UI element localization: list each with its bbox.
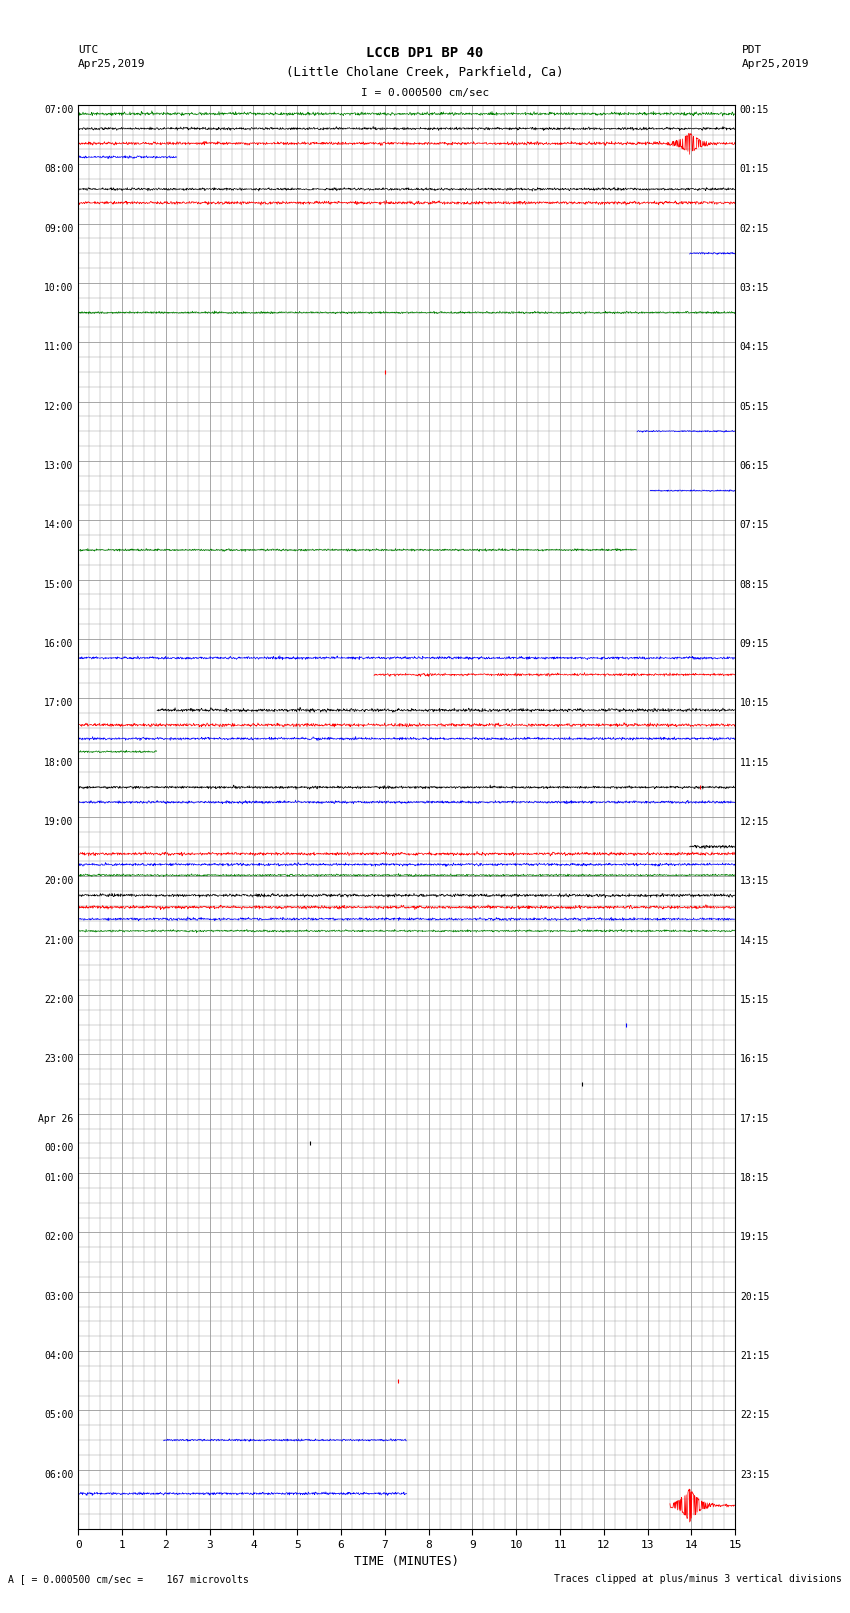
Text: 14:00: 14:00 <box>44 521 74 531</box>
Text: I = 0.000500 cm/sec: I = 0.000500 cm/sec <box>361 89 489 98</box>
Text: UTC: UTC <box>78 45 99 55</box>
Text: 00:00: 00:00 <box>44 1144 74 1153</box>
Text: 03:00: 03:00 <box>44 1292 74 1302</box>
Text: 13:15: 13:15 <box>740 876 769 886</box>
Text: 19:00: 19:00 <box>44 818 74 827</box>
Text: 23:00: 23:00 <box>44 1055 74 1065</box>
Text: 07:00: 07:00 <box>44 105 74 115</box>
Text: 17:00: 17:00 <box>44 698 74 708</box>
X-axis label: TIME (MINUTES): TIME (MINUTES) <box>354 1555 459 1568</box>
Text: 08:15: 08:15 <box>740 579 769 590</box>
Text: 17:15: 17:15 <box>740 1113 769 1124</box>
Text: 06:00: 06:00 <box>44 1469 74 1479</box>
Text: 01:15: 01:15 <box>740 165 769 174</box>
Text: 02:15: 02:15 <box>740 224 769 234</box>
Text: 19:15: 19:15 <box>740 1232 769 1242</box>
Text: 04:00: 04:00 <box>44 1352 74 1361</box>
Text: 12:15: 12:15 <box>740 818 769 827</box>
Text: 16:00: 16:00 <box>44 639 74 648</box>
Text: 09:15: 09:15 <box>740 639 769 648</box>
Text: 05:15: 05:15 <box>740 402 769 411</box>
Text: Apr 26: Apr 26 <box>38 1113 74 1124</box>
Text: 09:00: 09:00 <box>44 224 74 234</box>
Text: 00:15: 00:15 <box>740 105 769 115</box>
Text: 18:15: 18:15 <box>740 1173 769 1182</box>
Text: 13:00: 13:00 <box>44 461 74 471</box>
Text: A [ = 0.000500 cm/sec =    167 microvolts: A [ = 0.000500 cm/sec = 167 microvolts <box>8 1574 249 1584</box>
Text: 06:15: 06:15 <box>740 461 769 471</box>
Text: 16:15: 16:15 <box>740 1055 769 1065</box>
Text: 10:15: 10:15 <box>740 698 769 708</box>
Text: 22:15: 22:15 <box>740 1410 769 1421</box>
Text: 23:15: 23:15 <box>740 1469 769 1479</box>
Text: Apr25,2019: Apr25,2019 <box>742 60 809 69</box>
Text: Apr25,2019: Apr25,2019 <box>78 60 145 69</box>
Text: 21:15: 21:15 <box>740 1352 769 1361</box>
Text: Traces clipped at plus/minus 3 vertical divisions: Traces clipped at plus/minus 3 vertical … <box>553 1574 842 1584</box>
Text: 18:00: 18:00 <box>44 758 74 768</box>
Text: 08:00: 08:00 <box>44 165 74 174</box>
Text: 11:00: 11:00 <box>44 342 74 352</box>
Text: PDT: PDT <box>742 45 762 55</box>
Text: (Little Cholane Creek, Parkfield, Ca): (Little Cholane Creek, Parkfield, Ca) <box>286 66 564 79</box>
Text: 10:00: 10:00 <box>44 282 74 294</box>
Text: 22:00: 22:00 <box>44 995 74 1005</box>
Text: 07:15: 07:15 <box>740 521 769 531</box>
Text: 15:15: 15:15 <box>740 995 769 1005</box>
Text: 01:00: 01:00 <box>44 1173 74 1182</box>
Text: 02:00: 02:00 <box>44 1232 74 1242</box>
Text: 04:15: 04:15 <box>740 342 769 352</box>
Text: LCCB DP1 BP 40: LCCB DP1 BP 40 <box>366 45 484 60</box>
Text: 15:00: 15:00 <box>44 579 74 590</box>
Text: 05:00: 05:00 <box>44 1410 74 1421</box>
Text: 12:00: 12:00 <box>44 402 74 411</box>
Text: 20:00: 20:00 <box>44 876 74 886</box>
Text: 20:15: 20:15 <box>740 1292 769 1302</box>
Text: 14:15: 14:15 <box>740 936 769 945</box>
Text: 21:00: 21:00 <box>44 936 74 945</box>
Text: 11:15: 11:15 <box>740 758 769 768</box>
Text: 03:15: 03:15 <box>740 282 769 294</box>
